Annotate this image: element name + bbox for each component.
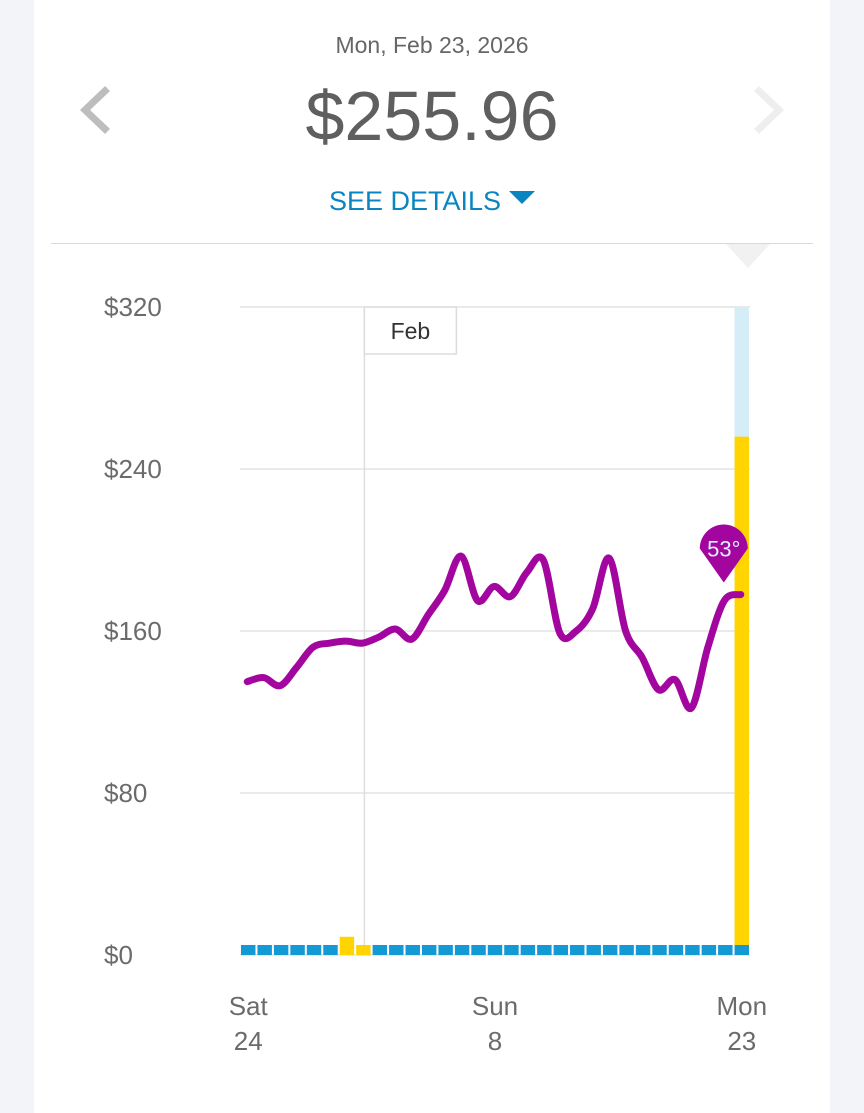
temperature-line [243,552,745,712]
baseline-bar[interactable] [454,945,470,955]
month-label: Feb [391,318,431,344]
x-tick-day: Mon [716,991,767,1021]
y-tick-label: $320 [104,292,162,322]
baseline-bar[interactable] [586,945,601,955]
x-tick-date: 8 [488,1026,502,1056]
baseline-bar[interactable] [635,945,651,955]
month-label-box [363,306,458,355]
baseline-bar[interactable] [273,945,289,955]
x-tick-date: 24 [234,1026,263,1056]
cost-bar[interactable] [356,945,371,955]
baseline-bar[interactable] [471,945,486,955]
previous-day-button[interactable] [70,82,120,138]
baseline-bar[interactable] [257,945,272,955]
see-details-toggle[interactable]: SEE DETAILS [0,186,864,217]
baseline-bar[interactable] [520,945,536,955]
y-tick-label: $0 [104,940,133,970]
baseline-bar[interactable] [537,945,552,955]
chevron-right-icon [754,86,785,134]
baseline-bar[interactable] [372,945,388,955]
baseline-bar[interactable] [570,945,585,955]
selected-date: Mon, Feb 23, 2026 [335,32,529,58]
caret-down-icon [509,191,536,204]
chevron-left-icon [79,86,110,134]
baseline-bar[interactable] [405,945,420,955]
baseline-bar[interactable] [438,945,453,955]
baseline-bar[interactable] [619,945,634,955]
baseline-bar[interactable] [504,945,519,955]
next-day-button[interactable] [744,82,794,138]
spending-card [34,0,830,1113]
x-tick-day: Sun [472,991,518,1021]
baseline-bar[interactable] [389,945,404,955]
baseline-bar[interactable] [734,945,749,955]
x-tick-date: 23 [727,1026,756,1056]
baseline-bar[interactable] [701,945,717,955]
baseline-bar[interactable] [290,945,305,955]
baseline-bar[interactable] [241,945,256,955]
selected-amount: $255.96 [305,77,559,155]
temperature-pin-icon [699,524,748,583]
baseline-bar[interactable] [421,945,437,955]
baseline-bar[interactable] [652,945,667,955]
baseline-bar[interactable] [553,945,569,955]
baseline-bar[interactable] [685,945,700,955]
selection-pointer [726,244,770,268]
x-tick-day: Sat [229,991,269,1021]
y-tick-label: $80 [104,778,147,808]
baseline-bar[interactable] [487,945,503,955]
baseline-bar[interactable] [718,945,733,955]
temperature-label: 53° [707,537,740,562]
cost-bar[interactable] [734,436,749,945]
baseline-bar[interactable] [668,945,684,955]
y-tick-label: $160 [104,616,162,646]
cost-bar[interactable] [339,936,355,955]
see-details-label: SEE DETAILS [328,186,502,216]
baseline-bar[interactable] [323,945,338,955]
baseline-bar[interactable] [602,945,618,955]
header-divider [51,243,813,244]
baseline-bar[interactable] [306,945,322,955]
y-tick-label: $240 [104,454,162,484]
